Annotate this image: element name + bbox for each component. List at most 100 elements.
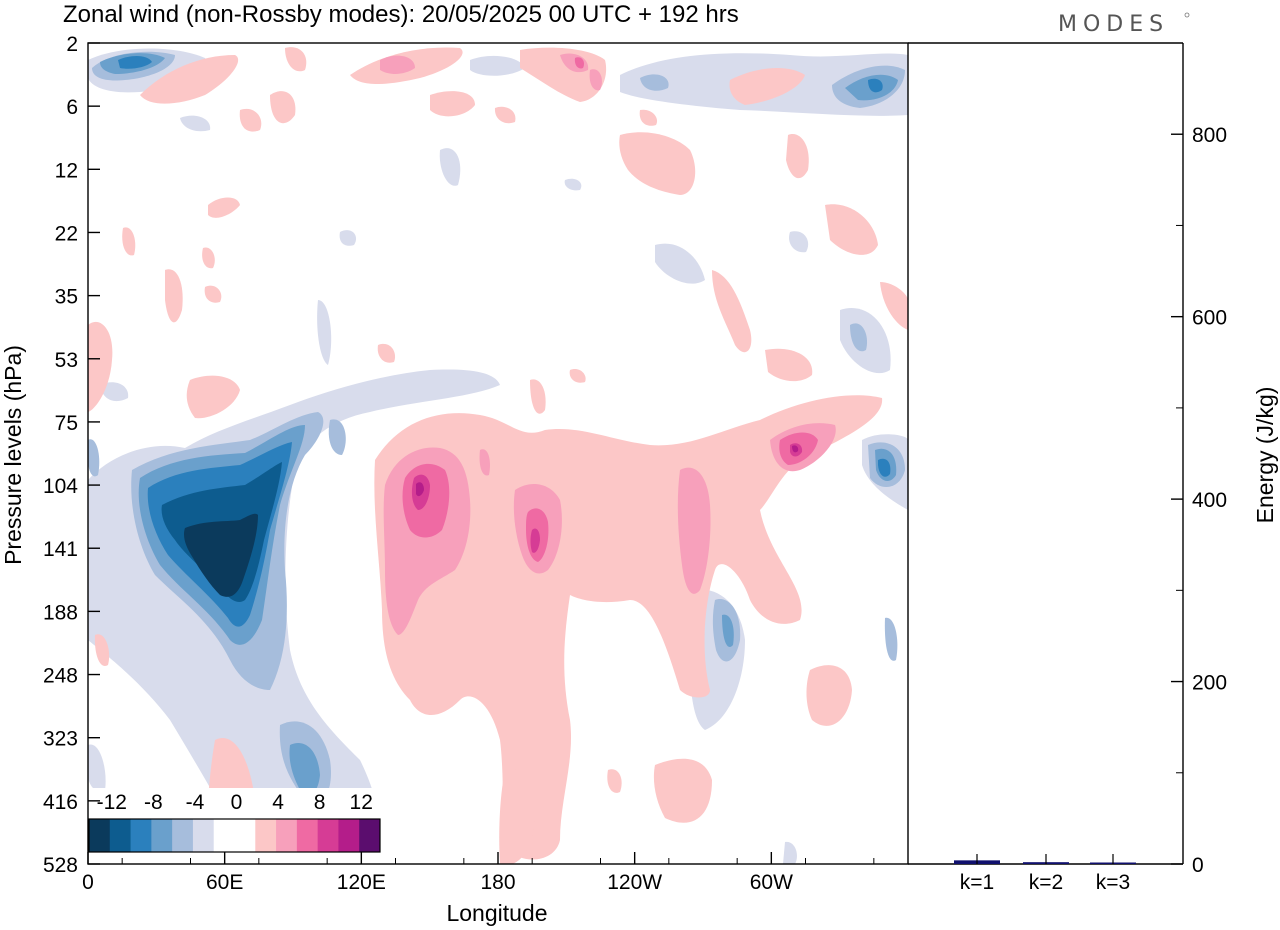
positive-peak-regions [416,445,799,497]
colorbar-cell [276,819,298,852]
pos-region-bottom-180 [499,769,535,864]
neg-region-22b [789,231,809,253]
wind-field [88,43,908,864]
energy-tick-label: 600 [1192,307,1227,330]
y-tick-label: 323 [43,728,78,751]
x-tick-label: 60W [750,871,793,894]
pos-region-35-mid [377,343,396,363]
pos-region-53a [186,375,240,419]
pos-mid-top-c [589,69,602,91]
neg-vstrong-right [878,458,891,477]
y-tick-label: 12 [55,159,78,182]
pos-region-top-band-i [285,47,307,72]
logo-mark-icon [1184,12,1190,18]
energy-category-label: k=2 [1029,871,1063,894]
pos-region-top-band-f [494,106,516,124]
neg-mid-104-left [88,439,100,477]
neg-mid-35 [850,323,868,352]
energy-category-label: k=3 [1096,871,1130,894]
y-tick-label: 188 [43,601,78,624]
longitude-axis: 0 60E 120E 180 120W 60W [82,852,875,894]
neg-mid-top-mid [640,74,669,91]
energy-category-label: k=1 [960,871,994,894]
pos-region-22a [208,197,240,218]
x-tick-label: 0 [82,871,94,894]
pos-region-22b [122,227,136,256]
y-tick-label: 104 [43,475,78,498]
neg-mid-75 [328,419,346,455]
pressure-axis: 2 6 12 22 35 53 75 104 141 188 248 323 416 528 [43,33,100,877]
modes-logo: MODES [1058,12,1169,37]
colorbar-frame [88,818,381,853]
colorbar-label: -12 [97,791,127,814]
y-tick-label: 416 [43,791,78,814]
pos-peak-left [416,482,424,497]
pos-region-53-mid [530,379,546,414]
pos-strong-top [574,57,585,69]
colorbar-cell [89,819,111,852]
energy-tick-label: 200 [1192,672,1227,695]
colorbar-cell [109,819,132,852]
pos-region-top-band-j [639,109,658,126]
neg-region-top-center [470,55,525,76]
energy-tick-label: 0 [1192,854,1204,877]
colorbar-cell [317,819,339,852]
colorbar-label: 12 [350,791,373,814]
pos-region-top-band-a [140,55,239,104]
energy-axis-label: Energy (J/kg) [1252,387,1278,524]
pos-region-53-right [765,348,813,382]
pos-region-lower-right [806,665,852,726]
pos-region-top-band-g [270,91,296,124]
neg-region-top-mid [180,115,211,132]
pos-region-35-edge [880,282,908,330]
pos-region-top-band-e [430,91,475,117]
pos-region-12-right [619,132,696,195]
y-axis-label: Pressure levels (hPa) [0,345,26,565]
x-axis-label: Longitude [446,900,547,926]
colorbar-cell [213,819,235,852]
neg-region-bottom-60w [783,841,797,864]
neg-mid-188-right [884,617,898,661]
pos-region-top-band-d [729,68,805,105]
energy-bars: k=1 k=2 k=3 [954,854,1136,894]
neg-region-35a [317,300,332,365]
neg-vstrong-top-right [868,78,883,93]
colorbar-cell [151,819,173,852]
neg-region-53 [100,382,129,402]
colorbar-label: -8 [144,791,163,814]
colorbar-label: -4 [186,791,205,814]
y-tick-label: 6 [66,96,78,119]
chart-title: Zonal wind (non-Rossby modes): 20/05/202… [63,1,739,28]
positive-light-regions [88,47,908,864]
colorbar-cell [296,819,319,852]
x-tick-label: 60E [206,871,243,894]
colorbar-labels: -12 -8 -4 0 4 8 12 [97,791,373,814]
pos-region-central-large [374,395,883,860]
colorbar-cell [359,819,381,852]
neg-region-12b [564,178,582,191]
neg-core-jet [183,513,258,597]
pos-region-top-band-h [239,108,262,132]
colorbar-cell [172,819,194,852]
energy-axis: 0 200 400 600 800 [1171,124,1227,877]
colorbar: -12 -8 -4 0 4 8 12 [88,788,382,864]
pos-region-416-b [607,769,622,793]
y-tick-label: 248 [43,665,78,688]
y-tick-label: 53 [55,349,78,372]
energy-tick-label: 800 [1192,124,1227,147]
pos-region-35b [204,285,222,303]
pos-region-35a [165,269,183,323]
colorbar-label: 4 [272,791,284,814]
colorbar-label: 0 [231,791,243,814]
y-tick-label: 22 [55,222,78,245]
pos-core-center [530,528,540,553]
pos-region-22c [202,247,215,269]
colorbar-label: 8 [314,791,326,814]
pos-region-188 [94,634,110,666]
pos-region-12-right2 [786,134,809,179]
pos-mid-top-a [380,55,415,74]
y-tick-label: 35 [55,286,78,309]
energy-tick-label: 400 [1192,489,1227,512]
colorbar-cell [130,819,152,852]
